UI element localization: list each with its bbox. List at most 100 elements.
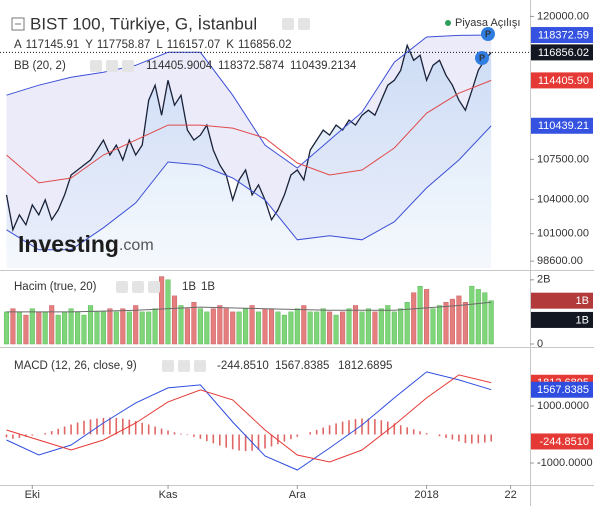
bar xyxy=(16,311,22,345)
bar xyxy=(231,434,234,450)
bar xyxy=(464,434,467,444)
bar xyxy=(146,311,152,345)
bar xyxy=(62,311,68,345)
bar xyxy=(275,311,281,345)
bar xyxy=(23,314,29,345)
event-marker[interactable] xyxy=(481,27,495,41)
bar xyxy=(359,311,365,345)
bar xyxy=(335,423,337,435)
bar xyxy=(283,434,286,442)
bar xyxy=(219,434,221,446)
settings-icon[interactable] xyxy=(106,60,118,72)
bar xyxy=(159,276,165,345)
bar xyxy=(417,285,423,345)
indicator-label: Hacim (true, 20) xyxy=(14,281,97,293)
bar xyxy=(199,434,202,439)
bar xyxy=(178,305,184,345)
bar xyxy=(378,308,384,345)
y-tick-label: 104000.00 xyxy=(537,193,589,205)
price-badge xyxy=(531,292,593,309)
eye-icon[interactable] xyxy=(90,60,102,72)
bar xyxy=(70,424,72,435)
bar xyxy=(139,311,145,345)
price-badge xyxy=(531,44,593,61)
close-icon[interactable] xyxy=(194,360,206,372)
settings-icon[interactable] xyxy=(178,360,190,372)
y-tick-label: 98600.00 xyxy=(537,255,583,267)
bar xyxy=(100,311,106,345)
bar xyxy=(57,428,59,435)
bar xyxy=(322,427,324,435)
bar xyxy=(365,308,371,345)
bar xyxy=(31,434,34,436)
bar xyxy=(122,418,124,435)
series-line xyxy=(6,34,492,169)
settings-icon[interactable] xyxy=(298,18,310,30)
ohlc-name: Y xyxy=(85,39,93,51)
settings-icon[interactable] xyxy=(132,281,144,293)
bar xyxy=(333,314,339,345)
bar xyxy=(210,308,216,345)
y-tick-label: 107500.00 xyxy=(537,153,589,165)
bar xyxy=(113,311,119,345)
close-icon[interactable] xyxy=(122,60,134,72)
bar xyxy=(445,434,447,438)
eye-icon[interactable] xyxy=(162,360,174,372)
bar xyxy=(449,298,455,345)
bar xyxy=(352,305,359,345)
bar xyxy=(36,311,42,345)
axes: 98600.00 101000.00 104000.00 107500.00 12000… xyxy=(25,10,593,501)
price-badge-label: 1B xyxy=(576,314,589,326)
market-status: Piyasa Açılışı xyxy=(455,17,520,29)
bar xyxy=(5,434,8,438)
bar xyxy=(204,311,210,345)
ohlc-name: L xyxy=(156,39,163,51)
bar xyxy=(29,308,35,345)
bar xyxy=(307,311,313,345)
price-badge-label: 116856.02 xyxy=(538,47,589,59)
bar xyxy=(301,305,307,345)
bar xyxy=(436,305,443,345)
bar xyxy=(341,421,344,435)
market-status-dot xyxy=(445,20,451,26)
bar xyxy=(81,314,87,345)
bar xyxy=(361,418,363,435)
price-badge-label: 110439.21 xyxy=(538,120,589,132)
bar xyxy=(152,308,158,345)
indicator-value: 110439.2134 xyxy=(290,60,357,72)
ohlc-value: 116157.07 xyxy=(167,39,221,51)
bar xyxy=(184,308,190,345)
close-icon[interactable] xyxy=(148,281,160,293)
bar xyxy=(367,418,370,435)
y-tick-label: 120000.00 xyxy=(537,10,589,22)
ohlc-value: 117145.91 xyxy=(26,39,80,51)
bar xyxy=(411,292,417,345)
bar xyxy=(10,308,16,345)
bar xyxy=(133,305,139,345)
series-line xyxy=(6,125,492,251)
indicator-value: 1567.8385 xyxy=(275,360,329,372)
bar xyxy=(180,433,182,435)
bar xyxy=(249,305,255,345)
eye-icon[interactable] xyxy=(282,18,294,30)
bar xyxy=(264,434,266,449)
event-marker[interactable] xyxy=(475,51,489,65)
bar xyxy=(438,434,441,437)
indicator-value: 1B xyxy=(201,281,215,293)
bar xyxy=(387,421,389,435)
bar xyxy=(328,425,331,435)
bar xyxy=(167,430,169,435)
eye-icon[interactable] xyxy=(116,281,128,293)
watermark-main: Investing xyxy=(18,231,119,257)
bar xyxy=(475,289,481,345)
price-badge-label: 114405.90 xyxy=(538,75,589,87)
bar xyxy=(257,434,260,450)
price-badge xyxy=(531,381,593,398)
bar xyxy=(281,314,287,345)
bar xyxy=(451,434,454,440)
bar xyxy=(391,311,397,345)
bar xyxy=(89,419,92,435)
indicator-value: 1B xyxy=(182,281,196,293)
x-tick-label: Eki xyxy=(25,489,40,501)
bar xyxy=(186,434,189,436)
